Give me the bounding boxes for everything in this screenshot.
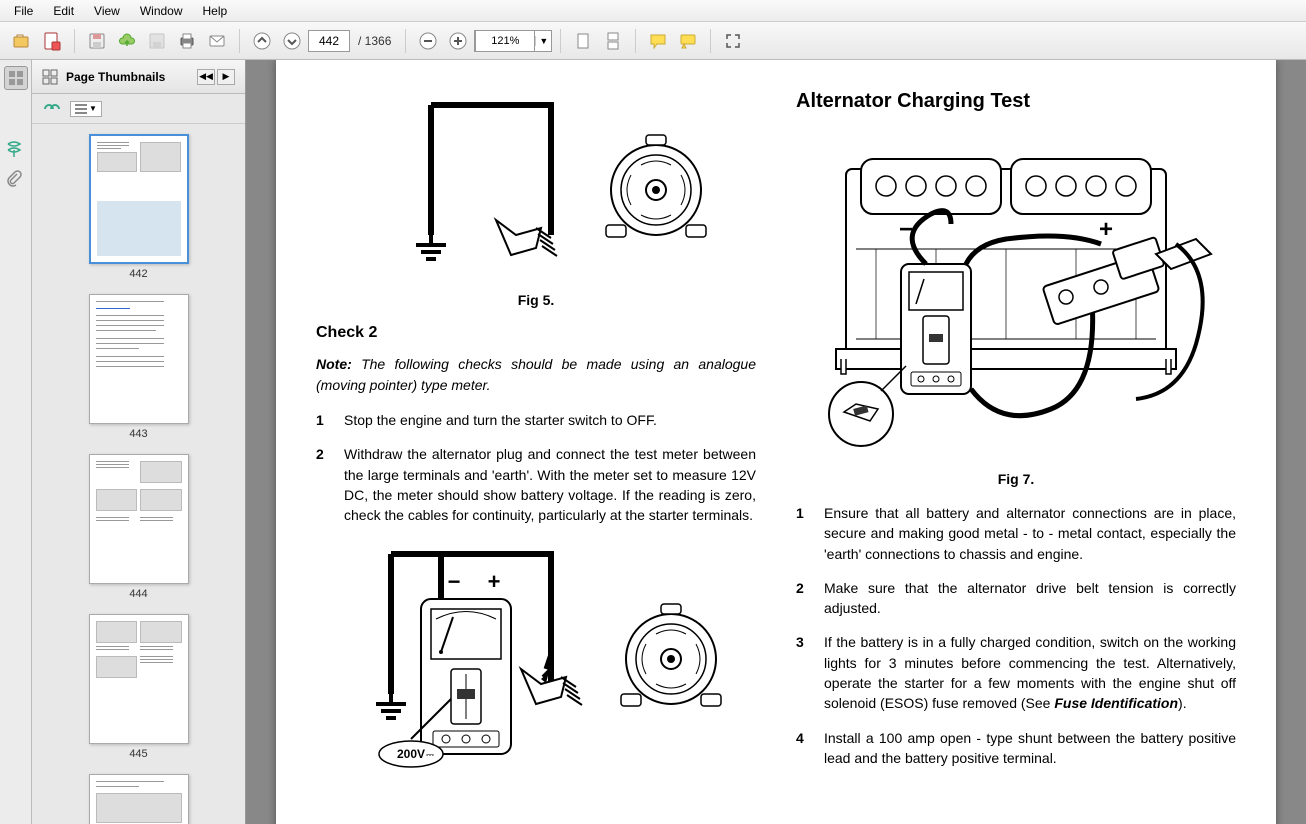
save-button[interactable] <box>83 27 111 55</box>
left-column: Fig 5. Check 2 Note: The following check… <box>316 90 756 824</box>
page-total-label: / 1366 <box>352 34 397 48</box>
list-number: 2 <box>796 578 808 619</box>
thumbnails-icon <box>42 69 58 85</box>
menubar: File Edit View Window Help <box>0 0 1306 22</box>
thumb-options-button[interactable]: ▼ <box>70 101 102 117</box>
svg-text:+: + <box>1099 216 1113 243</box>
list-item: 1 Stop the engine and turn the starter s… <box>316 410 756 430</box>
page-number-input[interactable] <box>308 30 350 52</box>
thumbnail-label: 445 <box>129 748 147 760</box>
save-cloud-button[interactable] <box>113 27 141 55</box>
thumbnail-label: 444 <box>129 588 147 600</box>
fullscreen-button[interactable] <box>719 27 747 55</box>
thumbnail-item[interactable]: 445 <box>89 614 189 760</box>
list-number: 4 <box>796 728 808 769</box>
view-scroll-button[interactable] <box>599 27 627 55</box>
list-text: Make sure that the alternator drive belt… <box>824 578 1236 619</box>
check2-heading: Check 2 <box>316 324 756 342</box>
chevron-down-icon: ▼ <box>535 36 551 46</box>
list-text: If the battery is in a fully charged con… <box>824 632 1236 713</box>
thumbnail-label: 443 <box>129 428 147 440</box>
toolbar-separator <box>560 29 561 53</box>
list-text: Withdraw the alternator plug and connect… <box>344 444 756 525</box>
menu-file[interactable]: File <box>4 2 43 20</box>
create-pdf-button[interactable] <box>38 27 66 55</box>
thumbnail-item[interactable]: 443 <box>89 294 189 440</box>
svg-text:+: + <box>488 569 501 594</box>
comment-button[interactable] <box>644 27 672 55</box>
fig7-diagram: − + <box>796 129 1236 459</box>
thumbnails-list[interactable]: 442 443 <box>32 124 245 824</box>
document-area[interactable]: Fig 5. Check 2 Note: The following check… <box>246 60 1306 824</box>
list-item: 4 Install a 100 amp open - type shunt be… <box>796 728 1236 769</box>
pdf-page: Fig 5. Check 2 Note: The following check… <box>276 60 1276 824</box>
open-button[interactable] <box>8 27 36 55</box>
list-text: Ensure that all battery and alternator c… <box>824 503 1236 564</box>
svg-text:200V: 200V <box>397 747 425 761</box>
list-number: 1 <box>796 503 808 564</box>
list-text: Stop the engine and turn the starter swi… <box>344 410 657 430</box>
list-item: 3 If the battery is in a fully charged c… <box>796 632 1236 713</box>
note-text: Note: The following checks should be mad… <box>316 354 756 396</box>
menu-view[interactable]: View <box>84 2 130 20</box>
list-number: 1 <box>316 410 328 430</box>
toolbar: / 1366 121% ▼ <box>0 22 1306 60</box>
toolbar-separator <box>239 29 240 53</box>
view-single-button[interactable] <box>569 27 597 55</box>
zoom-value: 121% <box>475 30 535 52</box>
link-icon[interactable] <box>42 99 62 119</box>
print-button[interactable] <box>173 27 201 55</box>
toolbar-separator <box>710 29 711 53</box>
thumbnail-item[interactable]: 442 <box>89 134 189 280</box>
zoom-in-button[interactable] <box>444 27 472 55</box>
attachment-icon[interactable] <box>5 170 23 188</box>
list-number: 3 <box>796 632 808 713</box>
thumbnails-title: Page Thumbnails <box>66 70 165 84</box>
page-down-button[interactable] <box>278 27 306 55</box>
fig5-label: Fig 5. <box>316 292 756 308</box>
thumbnail-item[interactable] <box>89 774 189 824</box>
list-number: 2 <box>316 444 328 525</box>
menu-help[interactable]: Help <box>193 2 238 20</box>
page-up-button[interactable] <box>248 27 276 55</box>
right-column: Alternator Charging Test <box>796 90 1236 824</box>
toolbar-separator <box>405 29 406 53</box>
svg-text:⎓: ⎓ <box>426 750 434 761</box>
list-item: 2 Withdraw the alternator plug and conne… <box>316 444 756 525</box>
toolbar-separator <box>74 29 75 53</box>
list-item: 2 Make sure that the alternator drive be… <box>796 578 1236 619</box>
highlight-button[interactable] <box>674 27 702 55</box>
thumbnails-tab[interactable] <box>4 66 28 90</box>
zoom-out-button[interactable] <box>414 27 442 55</box>
menu-window[interactable]: Window <box>130 2 193 20</box>
save-disk-button[interactable] <box>143 27 171 55</box>
thumbnails-subbar: ▼ <box>32 94 245 124</box>
thumb-collapse-button[interactable]: ◀◀ <box>197 69 215 85</box>
email-button[interactable] <box>203 27 231 55</box>
thumbnail-label: 442 <box>129 268 147 280</box>
thumbnails-panel: Page Thumbnails ◀◀ ▶ ▼ 4 <box>32 60 246 824</box>
thumbnail-item[interactable]: 444 <box>89 454 189 600</box>
alternator-test-heading: Alternator Charging Test <box>796 90 1236 113</box>
menu-edit[interactable]: Edit <box>43 2 84 20</box>
thumbnails-header: Page Thumbnails ◀◀ ▶ <box>32 60 245 94</box>
fig5-diagram <box>316 90 756 280</box>
fig7-label: Fig 7. <box>796 471 1236 487</box>
fig6-diagram: − + <box>316 539 756 769</box>
thumb-expand-button[interactable]: ▶ <box>217 69 235 85</box>
bookmarks-icon[interactable] <box>4 140 24 160</box>
list-text: Install a 100 amp open - type shunt betw… <box>824 728 1236 769</box>
zoom-select[interactable]: 121% ▼ <box>474 30 552 52</box>
svg-text:−: − <box>448 569 461 594</box>
main-area: Page Thumbnails ◀◀ ▶ ▼ 4 <box>0 60 1306 824</box>
toolbar-separator <box>635 29 636 53</box>
list-item: 1 Ensure that all battery and alternator… <box>796 503 1236 564</box>
